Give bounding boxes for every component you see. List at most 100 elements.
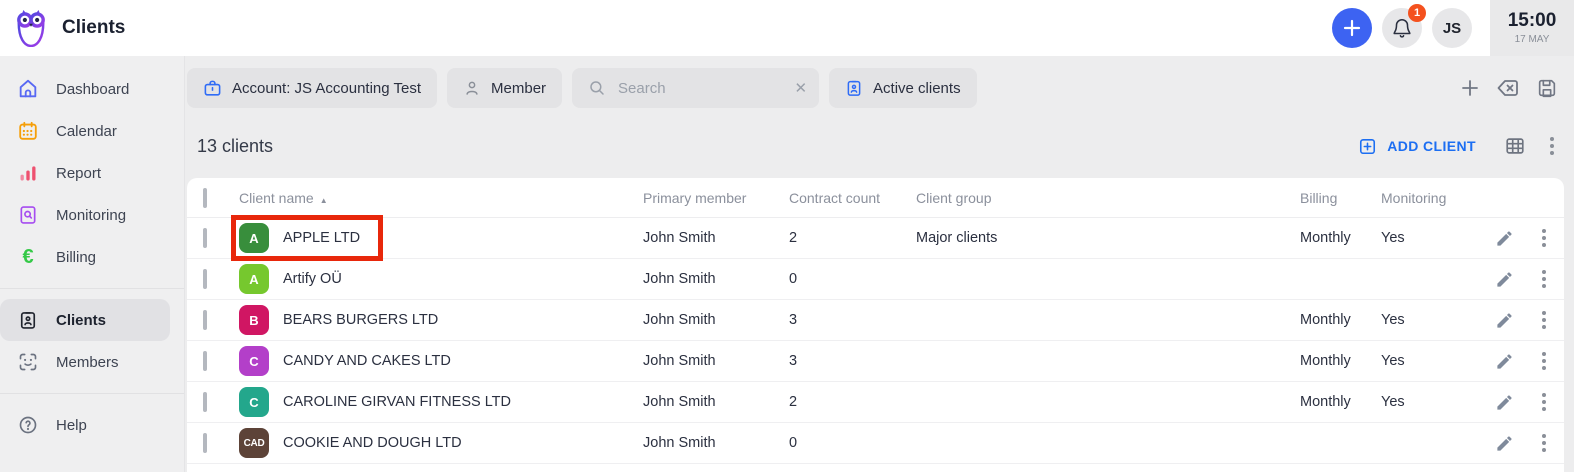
sidebar-item-monitoring[interactable]: Monitoring — [0, 194, 184, 236]
sidebar-item-billing[interactable]: € Billing — [0, 236, 184, 278]
edit-client-button[interactable] — [1495, 229, 1514, 248]
cell-primary-member: John Smith — [643, 312, 716, 328]
save-view-button[interactable] — [1536, 77, 1558, 99]
list-toolbar: 13 clients ADD CLIENT — [187, 126, 1564, 166]
client-avatar: C — [239, 387, 269, 417]
row-checkbox[interactable] — [203, 228, 207, 248]
row-menu-button[interactable] — [1540, 268, 1548, 290]
row-checkbox[interactable] — [203, 433, 207, 453]
page-title: Clients — [62, 17, 126, 38]
sidebar-item-help[interactable]: Help — [0, 404, 184, 446]
client-name[interactable]: CAROLINE GIRVAN FITNESS LTD — [283, 394, 512, 410]
edit-client-button[interactable] — [1495, 434, 1514, 453]
cell-primary-member: John Smith — [643, 230, 716, 246]
sidebar-item-report[interactable]: Report — [0, 152, 184, 194]
sidebar-item-label: Billing — [56, 248, 97, 266]
member-filter-chip[interactable]: Member — [447, 68, 563, 108]
notification-badge: 1 — [1408, 4, 1426, 22]
column-header-client-name[interactable]: Client name ▲ — [239, 189, 328, 206]
sidebar-divider — [0, 393, 184, 394]
column-header-client-group[interactable]: Client group — [916, 189, 992, 206]
bell-icon — [1393, 19, 1411, 38]
search-box[interactable]: ✕ — [572, 68, 820, 108]
cell-primary-member: John Smith — [643, 435, 716, 451]
row-menu-button[interactable] — [1540, 432, 1548, 454]
table-row[interactable]: A Artify OÜ John Smith 0 — [187, 259, 1564, 300]
row-checkbox[interactable] — [203, 351, 207, 371]
cell-monitoring: Yes — [1381, 312, 1405, 328]
column-header-billing[interactable]: Billing — [1300, 189, 1338, 206]
account-filter-label: Account: JS Accounting Test — [232, 79, 422, 97]
column-header-contract-count[interactable]: Contract count — [789, 189, 881, 206]
sidebar-item-calendar[interactable]: Calendar — [0, 110, 184, 152]
person-icon — [466, 81, 478, 95]
document-search-icon — [16, 203, 40, 227]
sidebar-item-clients[interactable]: Clients — [0, 299, 170, 341]
edit-client-button[interactable] — [1495, 270, 1514, 289]
edit-client-button[interactable] — [1495, 311, 1514, 330]
client-name[interactable]: COOKIE AND DOUGH LTD — [283, 435, 462, 451]
user-avatar[interactable]: JS — [1432, 8, 1472, 48]
search-icon — [590, 81, 604, 95]
search-input[interactable] — [616, 78, 785, 98]
sidebar: Dashboard Calendar Report — [0, 56, 185, 472]
clock-widget[interactable]: 15:00 17 MAY — [1490, 0, 1574, 56]
euro-icon: € — [22, 246, 34, 268]
sidebar-item-label: Dashboard — [56, 80, 130, 98]
sidebar-item-members[interactable]: Members — [0, 341, 184, 383]
add-client-label: ADD CLIENT — [1387, 138, 1476, 154]
row-menu-button[interactable] — [1540, 391, 1548, 413]
sidebar-item-label: Monitoring — [56, 206, 127, 224]
edit-client-button[interactable] — [1495, 352, 1514, 371]
question-circle-icon — [16, 413, 40, 437]
client-highlight-box: A Artify OÜ — [236, 261, 360, 297]
pencil-icon — [1497, 271, 1512, 287]
client-avatar: B — [239, 305, 269, 335]
list-menu-button[interactable] — [1548, 135, 1556, 157]
column-settings-button[interactable] — [1504, 135, 1526, 157]
sort-asc-icon: ▲ — [319, 195, 328, 205]
notifications-button[interactable]: 1 — [1382, 4, 1426, 48]
table-body: A APPLE LTD John Smith 2 Major clients M… — [187, 215, 1564, 464]
column-header-monitoring[interactable]: Monitoring — [1381, 189, 1447, 206]
account-filter-chip[interactable]: Account: JS Accounting Test — [187, 68, 438, 108]
clear-search-icon[interactable]: ✕ — [794, 80, 808, 97]
table-row[interactable]: B BEARS BURGERS LTD John Smith 3 Monthly… — [187, 300, 1564, 341]
row-checkbox[interactable] — [203, 310, 207, 330]
active-clients-filter-chip[interactable]: Active clients — [829, 68, 977, 108]
add-filter-button[interactable] — [1460, 78, 1480, 98]
cell-monitoring: Yes — [1381, 230, 1405, 246]
table-row[interactable]: CAD COOKIE AND DOUGH LTD John Smith 0 — [187, 423, 1564, 464]
client-highlight-box: CAD COOKIE AND DOUGH LTD — [236, 425, 480, 461]
table-row[interactable]: C CANDY AND CAKES LTD John Smith 3 Month… — [187, 341, 1564, 382]
quick-add-button[interactable] — [1332, 8, 1372, 48]
sidebar-item-dashboard[interactable]: Dashboard — [0, 68, 184, 110]
column-header-primary-member[interactable]: Primary member — [643, 189, 747, 206]
edit-client-button[interactable] — [1495, 393, 1514, 412]
table-row[interactable]: C CAROLINE GIRVAN FITNESS LTD John Smith… — [187, 382, 1564, 423]
clear-filters-button[interactable] — [1496, 76, 1520, 100]
client-name[interactable]: APPLE LTD — [283, 230, 361, 246]
backspace-icon — [1497, 80, 1518, 96]
select-all-checkbox[interactable] — [203, 187, 207, 208]
row-menu-button[interactable] — [1540, 227, 1548, 249]
cell-primary-member: John Smith — [643, 353, 716, 369]
row-menu-button[interactable] — [1540, 309, 1548, 331]
sidebar-divider — [0, 288, 184, 289]
client-name[interactable]: BEARS BURGERS LTD — [283, 312, 439, 328]
client-name[interactable]: CANDY AND CAKES LTD — [283, 353, 451, 369]
table-header-row: Client name ▲ Primary member Contract cou… — [187, 178, 1564, 218]
sidebar-item-label: Clients — [56, 311, 107, 329]
cell-billing: Monthly — [1300, 230, 1351, 246]
client-count: 13 clients — [197, 135, 274, 156]
app-logo-owl-icon[interactable] — [14, 9, 48, 47]
cell-contract-count: 2 — [789, 230, 798, 246]
table-row[interactable]: A APPLE LTD John Smith 2 Major clients M… — [187, 215, 1564, 261]
cell-billing: Monthly — [1300, 353, 1351, 369]
boxed-plus-icon — [1360, 138, 1376, 154]
row-checkbox[interactable] — [203, 392, 207, 412]
row-checkbox[interactable] — [203, 269, 207, 289]
row-menu-button[interactable] — [1540, 350, 1548, 372]
add-client-button[interactable]: ADD CLIENT — [1352, 136, 1482, 157]
client-name[interactable]: Artify OÜ — [283, 271, 342, 287]
